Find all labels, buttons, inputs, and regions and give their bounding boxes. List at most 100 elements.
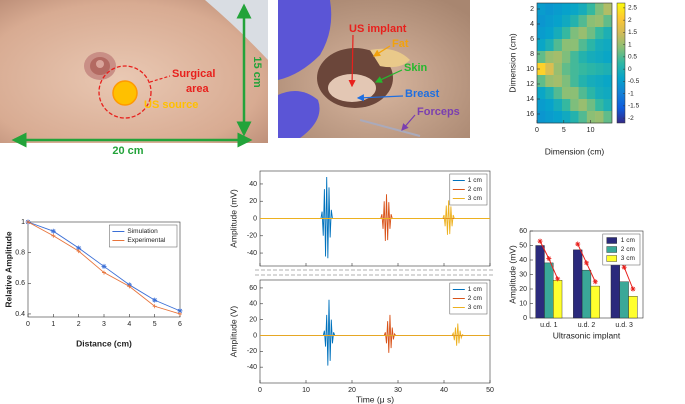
- data-marker: [584, 260, 589, 266]
- y-tick-label: 6: [530, 36, 534, 43]
- heatmap-cell: [586, 51, 596, 64]
- data-marker: [592, 279, 598, 285]
- heatmap-cell: [545, 63, 554, 76]
- photo-label: US source: [144, 99, 198, 111]
- y-tick-label: -20: [247, 233, 257, 240]
- heatmap-cell: [578, 15, 588, 28]
- heatmap-cell: [586, 3, 596, 16]
- heatmap-cell: [570, 51, 579, 64]
- photo-label: Surgical: [172, 68, 215, 80]
- heatmap-cell: [578, 27, 588, 40]
- y-tick-label: 4: [530, 21, 534, 28]
- legend-label: Experimental: [127, 237, 165, 244]
- data-marker: [76, 249, 81, 254]
- heatmap-cell: [537, 75, 546, 88]
- heatmap-cell: [545, 75, 554, 88]
- x-tick-label: 6: [178, 321, 182, 328]
- heatmap-cell: [561, 39, 571, 52]
- heatmap-cell: [537, 3, 546, 16]
- heatmap-cell: [545, 27, 554, 40]
- heatmap-cell: [595, 15, 604, 28]
- y-tick-label: 60: [249, 285, 257, 292]
- y-tick-label: 0.8: [15, 249, 25, 256]
- legend-swatch: [606, 237, 617, 244]
- data-marker: [630, 286, 636, 292]
- y-tick-label: 0.6: [15, 280, 25, 287]
- y-tick-label: 0.4: [15, 311, 25, 318]
- y-axis-label: Amplitude (mV): [228, 189, 238, 248]
- data-marker: [26, 220, 30, 224]
- heatmap-cell: [553, 63, 563, 76]
- colorbar-tick-label: -0.5: [628, 78, 640, 85]
- heatmap-cell: [553, 3, 563, 16]
- heatmap-cell: [570, 3, 579, 16]
- legend-label: 1 cm: [468, 177, 482, 184]
- x-tick-label: 10: [587, 127, 595, 134]
- colorbar-tick-label: -1.5: [628, 103, 640, 110]
- heatmap-cell: [570, 75, 579, 88]
- bar: [628, 296, 638, 319]
- heatmap-cell: [586, 87, 596, 100]
- x-tick-label: 20: [348, 387, 356, 394]
- y-tick-label: 60: [519, 228, 527, 235]
- legend-label: 1 cm: [468, 286, 482, 293]
- heatmap-cell: [545, 111, 554, 124]
- heatmap-cell: [570, 39, 579, 52]
- x-tick-label: 0: [26, 321, 30, 328]
- legend-label: 3 cm: [621, 255, 635, 262]
- heatmap-cell: [586, 75, 596, 88]
- heatmap-cell: [537, 99, 546, 112]
- heatmap-cell: [603, 3, 613, 16]
- heatmap-cell: [561, 75, 571, 88]
- data-marker: [152, 297, 158, 303]
- heatmap-cell: [553, 27, 563, 40]
- heatmap-cell: [603, 51, 613, 64]
- heatmap-cell: [595, 75, 604, 88]
- x-tick-label: u.d. 2: [578, 322, 596, 329]
- legend-label: 2 cm: [468, 186, 482, 193]
- heatmap-cell: [570, 99, 579, 112]
- legend-label: 3 cm: [468, 304, 482, 311]
- x-tick-label: 5: [153, 321, 157, 328]
- y-tick-label: -40: [247, 364, 257, 371]
- y-tick-label: 0: [253, 215, 257, 222]
- heatmap-cell: [603, 87, 613, 100]
- colorbar-tick-label: 1: [628, 41, 632, 48]
- legend-label: Simulation: [127, 228, 158, 235]
- y-tick-label: -40: [247, 250, 257, 257]
- heatmap-cell: [578, 87, 588, 100]
- heatmap-cell: [545, 99, 554, 112]
- heatmap-cell: [561, 111, 571, 124]
- heatmap-cell: [561, 3, 571, 16]
- heatmap-cell: [603, 99, 613, 112]
- heatmap-cell: [586, 39, 596, 52]
- heatmap-cell: [578, 111, 588, 124]
- y-tick-label: 10: [526, 66, 534, 73]
- y-tick-label: 1: [21, 219, 25, 226]
- bar: [610, 256, 620, 319]
- x-axis-label: Distance (cm): [76, 338, 132, 348]
- heatmap-cell: [545, 3, 554, 16]
- data-marker: [178, 311, 182, 316]
- heatmap-cell: [553, 15, 563, 28]
- data-marker: [152, 304, 157, 309]
- y-tick-label: 40: [249, 181, 257, 188]
- heatmap-cell: [570, 63, 579, 76]
- photo-label: Skin: [404, 62, 428, 74]
- heatmap-cell: [586, 15, 596, 28]
- y-tick-label: 40: [519, 257, 527, 264]
- heatmap-cell: [586, 63, 596, 76]
- heatmap-cell: [586, 111, 596, 124]
- bar: [573, 249, 583, 319]
- heatmap-cell: [537, 63, 546, 76]
- heatmap-cell: [578, 3, 588, 16]
- y-tick-label: 0: [523, 315, 527, 322]
- data-marker: [537, 238, 543, 244]
- data-marker: [101, 263, 107, 269]
- series-line: [260, 323, 490, 346]
- y-tick-label: -20: [247, 348, 257, 355]
- y-tick-label: 16: [526, 111, 534, 118]
- heatmap-cell: [586, 99, 596, 112]
- x-tick-label: 10: [302, 387, 310, 394]
- data-marker: [621, 264, 627, 270]
